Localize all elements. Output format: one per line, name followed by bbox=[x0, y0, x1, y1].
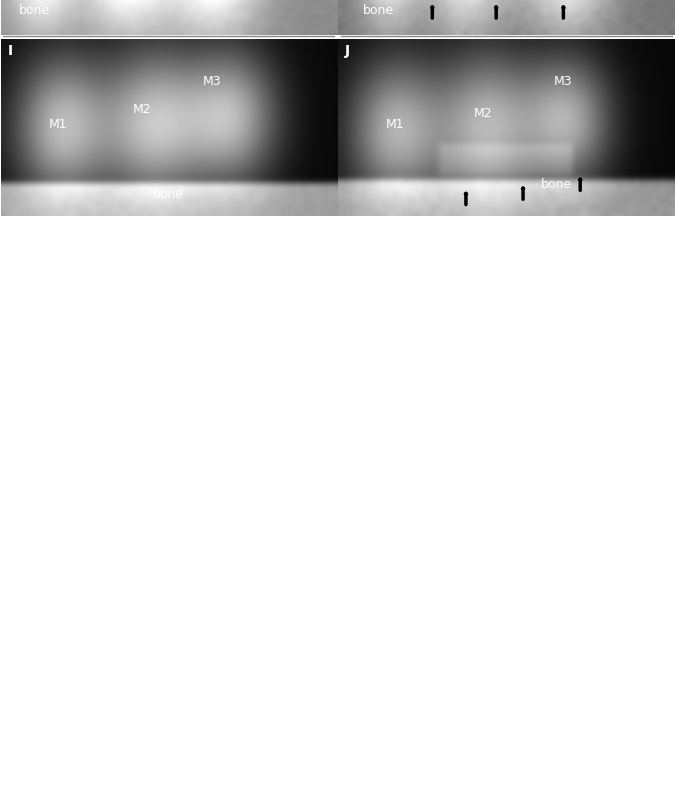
Text: M3: M3 bbox=[203, 75, 222, 88]
Text: $\it{Bsp}^{-/-}$: $\it{Bsp}^{-/-}$ bbox=[472, 4, 540, 30]
Text: bone: bone bbox=[363, 4, 394, 17]
Text: J: J bbox=[345, 45, 350, 58]
Text: WT: WT bbox=[155, 8, 183, 26]
Text: M3: M3 bbox=[554, 75, 572, 88]
Text: M2: M2 bbox=[132, 104, 151, 116]
Text: bone: bone bbox=[19, 4, 50, 17]
Text: M1: M1 bbox=[386, 118, 404, 131]
Text: I: I bbox=[7, 45, 13, 58]
Text: bone: bone bbox=[153, 188, 184, 202]
Text: bone: bone bbox=[541, 178, 572, 190]
Text: M2: M2 bbox=[473, 107, 492, 120]
Text: M1: M1 bbox=[49, 118, 67, 131]
